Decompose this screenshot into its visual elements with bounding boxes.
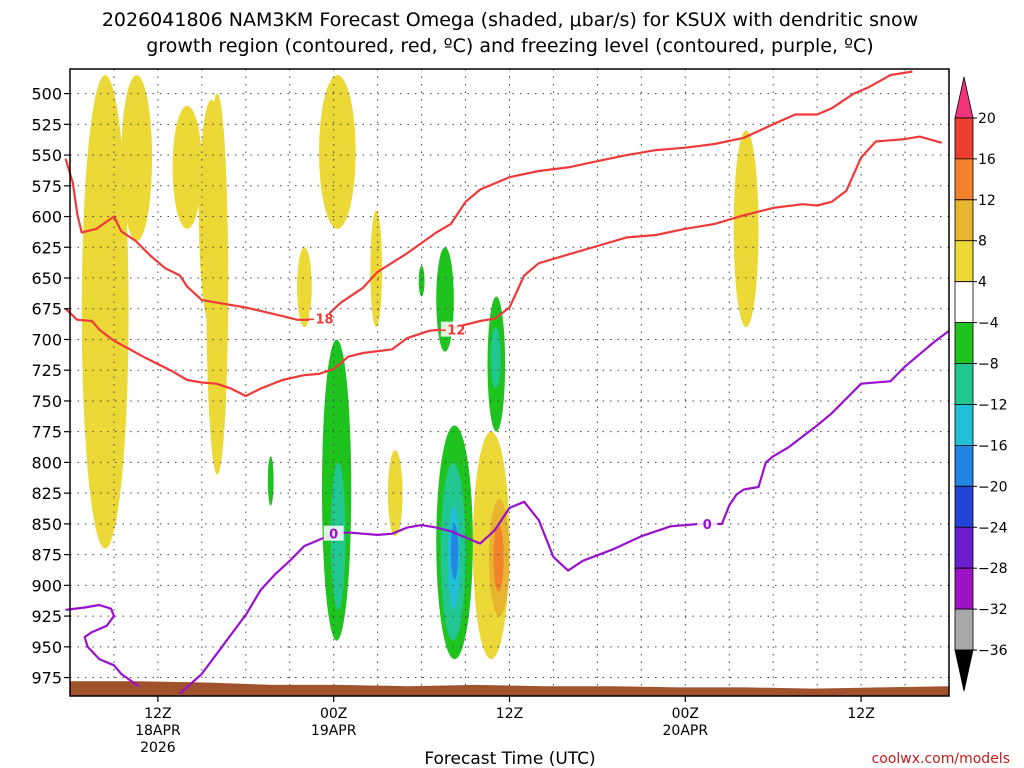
y-tick-label-8: 700 xyxy=(31,330,62,349)
omega-region-8 xyxy=(387,450,403,537)
colorbar-segment-3 xyxy=(954,199,974,242)
colorbar-label-10: −24 xyxy=(978,520,1008,536)
freezing-contour-label-1: 0 xyxy=(703,518,712,533)
y-tick-label-0: 500 xyxy=(31,85,62,104)
colorbar-segment-10 xyxy=(954,485,974,528)
y-tick-label-5: 625 xyxy=(31,238,62,257)
y-tick-label-13: 825 xyxy=(31,484,62,503)
dgz-contour-label-2: −12 xyxy=(436,324,465,339)
y-tick-label-7: 675 xyxy=(31,300,62,319)
colorbar-label-1: 16 xyxy=(978,152,996,168)
y-tick-label-9: 725 xyxy=(31,361,62,380)
dgz-contour-label-bg-2 xyxy=(440,321,461,337)
colorbar-label-3: 8 xyxy=(978,234,987,250)
y-tick-label-10: 750 xyxy=(31,392,62,411)
omega-region-21 xyxy=(450,523,459,580)
x-axis-label: Forecast Time (UTC) xyxy=(424,749,595,768)
colorbar-segment-8 xyxy=(954,404,974,446)
y-tick-label-6: 650 xyxy=(31,269,62,288)
x-tick-label-2: 12Z xyxy=(496,706,523,722)
colorbar-label-8: −16 xyxy=(978,438,1008,454)
colorbar-segment-1 xyxy=(954,117,974,160)
y-tick-label-17: 925 xyxy=(31,607,62,626)
x-tick-label-0: 12Z xyxy=(144,706,171,722)
omega-region-10 xyxy=(733,130,759,328)
freezing-contour-label-bg-1 xyxy=(697,515,718,531)
colorbar-label-7: −12 xyxy=(978,397,1008,413)
colorbar-segment-9 xyxy=(954,445,974,487)
omega-region-19 xyxy=(490,327,501,389)
colorbar-label-0: 20 xyxy=(978,111,996,127)
y-tick-label-11: 775 xyxy=(31,423,62,442)
omega-region-0 xyxy=(81,75,129,549)
colorbar-label-6: −8 xyxy=(978,357,999,373)
omega-shading xyxy=(81,75,759,660)
omega-region-6 xyxy=(297,247,312,328)
y-tick-label-1: 525 xyxy=(31,115,62,134)
x-tick-date-1: 19APR xyxy=(311,723,357,739)
x-tick-label-3: 00Z xyxy=(672,706,699,722)
colorbar-segment-6 xyxy=(954,322,974,364)
x-tick-label-1: 00Z xyxy=(320,706,347,722)
colorbar-label-9: −20 xyxy=(978,479,1008,495)
x-tick-label-4: 12Z xyxy=(847,706,874,722)
colorbar-segment-2 xyxy=(954,158,974,201)
x-tick-date-3: 20APR xyxy=(663,723,709,739)
colorbar: 20 16 12 8 4 −4 −8 −12 −16 −20 −24 −28 −32 −36 xyxy=(954,76,1008,692)
contours: −18 −12 0 0 xyxy=(64,70,950,695)
chart-title-line2: growth region (contoured, red, ºC) and f… xyxy=(146,35,873,57)
credit-text: coolwx.com/models xyxy=(872,751,1010,767)
y-tick-label-14: 850 xyxy=(31,515,62,534)
terrain-surface xyxy=(70,681,949,696)
omega-region-7 xyxy=(370,210,383,328)
omega-region-1 xyxy=(121,75,153,242)
colorbar-label-12: −32 xyxy=(978,602,1008,618)
y-tick-label-15: 875 xyxy=(31,546,62,565)
y-tick-label-3: 575 xyxy=(31,177,62,196)
colorbar-segment-11 xyxy=(954,526,974,569)
omega-region-5 xyxy=(319,75,356,229)
freezing-contour-label-bg-1 xyxy=(323,525,344,541)
y-tick-label-18: 950 xyxy=(31,638,62,657)
y-axis: 500 525 550 575 600 625 650 675 700 725 750 775 800 8… xyxy=(31,85,70,688)
omega-region-23 xyxy=(493,523,504,592)
colorbar-segment-7 xyxy=(954,363,974,405)
dgz-contour-line-0 xyxy=(64,158,312,321)
freezing-contour-label-1: 0 xyxy=(329,528,338,543)
plot-area: −18 −12 0 0 xyxy=(64,68,950,697)
colorbar-segment-0 xyxy=(954,76,974,119)
dgz-contour-label-bg-0 xyxy=(309,310,330,326)
colorbar-segment-5 xyxy=(954,281,974,323)
terrain-fill xyxy=(70,681,949,696)
omega-region-4 xyxy=(206,93,229,475)
x-tick-year-0: 2026 xyxy=(140,740,176,756)
dgz-contour-line-1 xyxy=(325,70,913,317)
y-tick-label-19: 975 xyxy=(31,669,62,688)
colorbar-label-13: −36 xyxy=(978,643,1008,659)
freezing-contour-line-1 xyxy=(179,330,950,695)
colorbar-segment-13 xyxy=(954,608,974,651)
colorbar-segment-14 xyxy=(954,649,974,692)
colorbar-label-5: −4 xyxy=(978,316,999,332)
y-tick-label-12: 800 xyxy=(31,453,62,472)
colorbar-segment-12 xyxy=(954,567,974,610)
y-tick-label-2: 550 xyxy=(31,146,62,165)
colorbar-label-2: 12 xyxy=(978,193,996,209)
x-tick-date-0: 18APR xyxy=(135,723,181,739)
y-tick-label-16: 900 xyxy=(31,576,62,595)
freezing-contour-line-0 xyxy=(65,603,140,688)
omega-region-14 xyxy=(418,265,425,297)
colorbar-label-4: 4 xyxy=(978,275,987,291)
dgz-contour-label-0: −18 xyxy=(305,313,334,328)
y-tick-label-4: 600 xyxy=(31,208,62,227)
colorbar-label-11: −28 xyxy=(978,561,1008,577)
colorbar-segment-4 xyxy=(954,240,974,283)
chart-title-line1: 2026041806 NAM3KM Forecast Omega (shaded… xyxy=(102,9,918,31)
omega-region-2 xyxy=(172,105,202,229)
omega-region-12 xyxy=(267,456,274,506)
